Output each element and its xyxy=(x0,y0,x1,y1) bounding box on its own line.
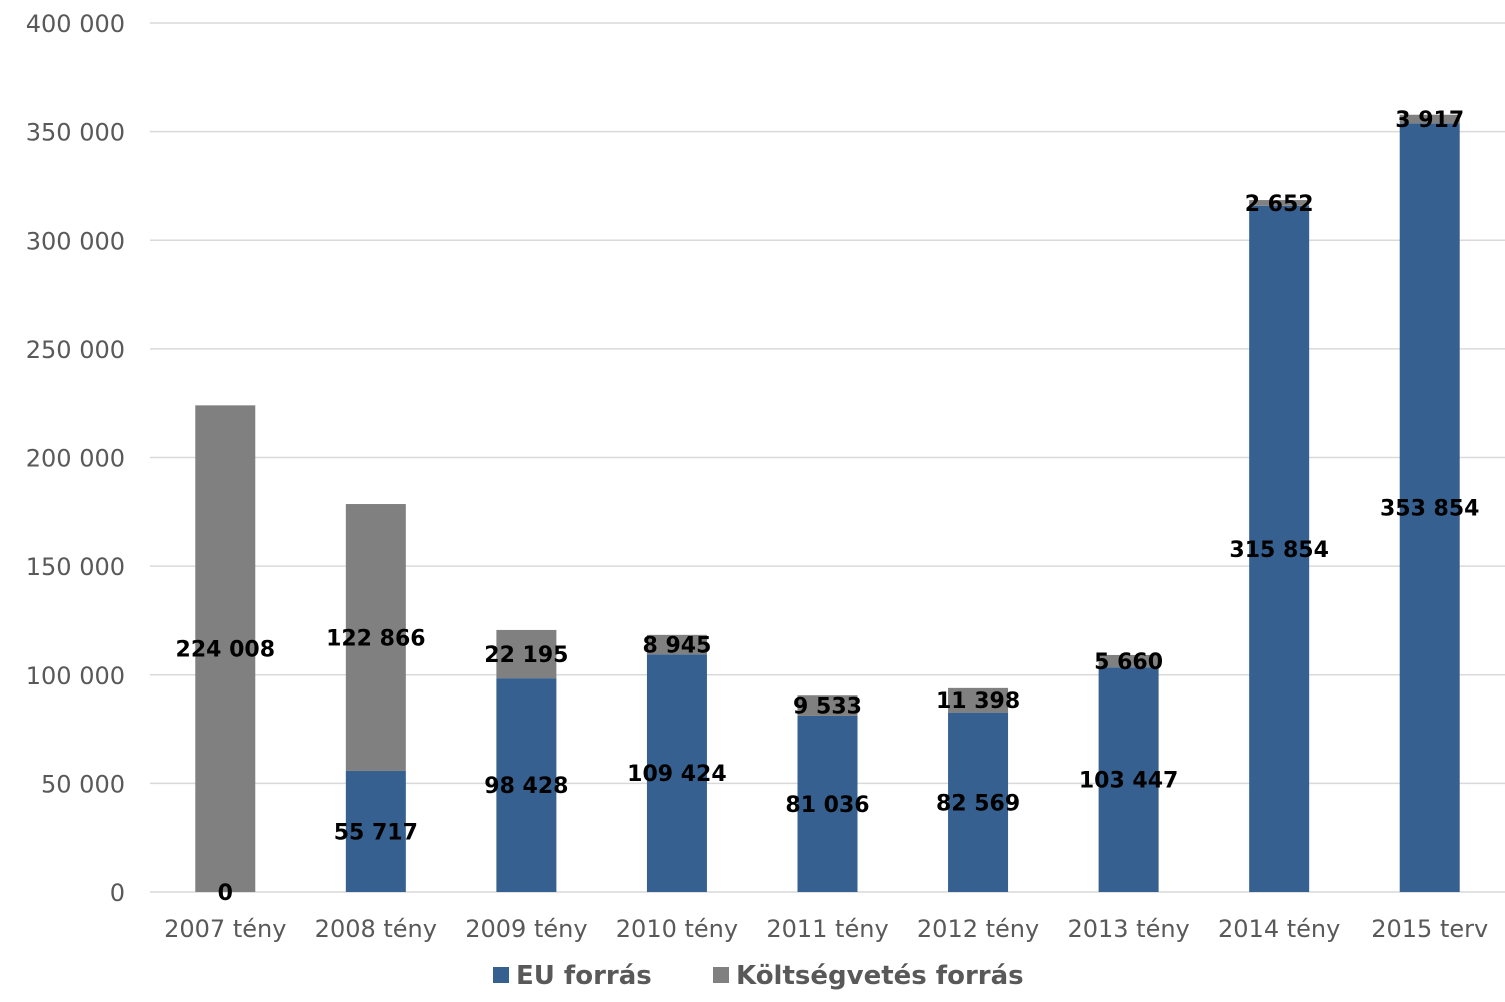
bar-eu-forras xyxy=(948,712,1009,892)
data-label-eu-forras: 353 854 xyxy=(1380,497,1480,522)
data-label-koltsegvetes-forras: 9 533 xyxy=(793,695,862,720)
bar-koltsegvetes-forras xyxy=(1249,200,1310,206)
bar-eu-forras xyxy=(1399,123,1460,892)
legend: EU forrás Költségvetés forrás xyxy=(493,961,1024,991)
bar-koltsegvetes-forras xyxy=(646,634,707,655)
data-label-eu-forras: 315 854 xyxy=(1229,538,1329,563)
y-tick-label: 0 xyxy=(110,879,125,907)
bar-eu-forras xyxy=(797,715,858,892)
y-axis-ticks: 0 50 000 100 000 150 000 200 000 250 000 300 0… xyxy=(26,10,125,907)
x-tick-label: 2009 tény xyxy=(465,915,587,943)
bar-koltsegvetes-forras xyxy=(797,695,858,716)
legend-label: EU forrás xyxy=(516,961,652,991)
bar-eu-forras xyxy=(1098,667,1159,892)
data-label-koltsegvetes-forras: 224 008 xyxy=(176,638,276,663)
x-tick-label: 2013 tény xyxy=(1067,915,1189,943)
data-label-eu-forras: 82 569 xyxy=(936,791,1020,816)
x-tick-label: 2014 tény xyxy=(1218,915,1340,943)
bar-eu-forras xyxy=(646,654,707,892)
y-tick-label: 350 000 xyxy=(26,119,125,147)
bar-koltsegvetes-forras xyxy=(345,504,406,771)
bar-eu-forras xyxy=(1249,205,1310,892)
x-axis-ticks: 2007 tény 2008 tény 2009 tény 2010 tény 2011… xyxy=(164,915,1488,943)
x-tick-label: 2007 tény xyxy=(164,915,286,943)
y-tick-label: 400 000 xyxy=(26,10,125,38)
bar-koltsegvetes-forras xyxy=(1098,654,1159,668)
x-tick-label: 2010 tény xyxy=(616,915,738,943)
bar-koltsegvetes-forras xyxy=(496,629,557,679)
data-label-koltsegvetes-forras: 11 398 xyxy=(936,689,1020,714)
y-tick-label: 150 000 xyxy=(26,553,125,581)
data-label-koltsegvetes-forras: 122 866 xyxy=(326,626,426,651)
x-tick-label: 2015 terv xyxy=(1371,915,1488,943)
x-tick-label: 2011 tény xyxy=(766,915,888,943)
data-label-eu-forras: 103 447 xyxy=(1079,769,1179,794)
bar-eu-forras xyxy=(496,678,557,892)
data-label-eu-forras: 0 xyxy=(218,881,233,906)
legend-swatch xyxy=(713,967,729,983)
y-tick-label: 300 000 xyxy=(26,227,125,255)
x-tick-label: 2008 tény xyxy=(315,915,437,943)
bar-koltsegvetes-forras xyxy=(195,405,256,892)
data-label-koltsegvetes-forras: 22 195 xyxy=(484,643,568,668)
y-tick-label: 250 000 xyxy=(26,336,125,364)
data-label-koltsegvetes-forras: 5 660 xyxy=(1094,650,1163,675)
y-tick-label: 200 000 xyxy=(26,445,125,473)
bar-eu-forras xyxy=(345,770,406,892)
x-tick-label: 2012 tény xyxy=(917,915,1039,943)
data-label-koltsegvetes-forras: 2 652 xyxy=(1245,192,1314,217)
legend-swatch xyxy=(493,967,509,983)
bar-koltsegvetes-forras xyxy=(1399,114,1460,124)
data-label-koltsegvetes-forras: 3 917 xyxy=(1395,108,1464,133)
data-label-eu-forras: 109 424 xyxy=(627,762,727,787)
data-label-koltsegvetes-forras: 8 945 xyxy=(642,634,711,659)
data-label-eu-forras: 98 428 xyxy=(484,774,568,799)
bar-koltsegvetes-forras xyxy=(948,687,1009,713)
y-tick-label: 50 000 xyxy=(41,770,125,798)
y-tick-label: 100 000 xyxy=(26,662,125,690)
data-labels: 0 224 008 55 717 122 866 98 428 22 195 109 424… xyxy=(176,108,1480,906)
data-label-eu-forras: 55 717 xyxy=(334,820,418,845)
bars xyxy=(195,114,1460,892)
data-label-eu-forras: 81 036 xyxy=(785,793,869,818)
legend-label: Költségvetés forrás xyxy=(736,961,1024,991)
